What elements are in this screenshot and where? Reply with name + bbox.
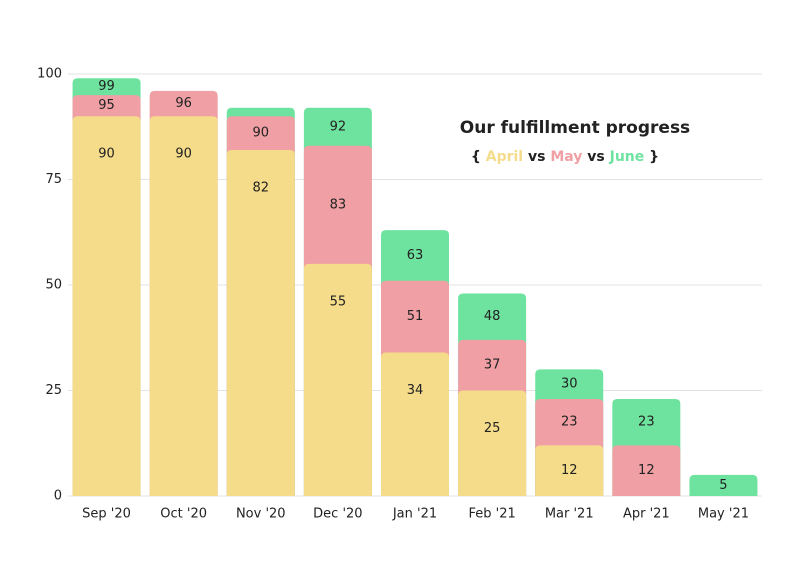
x-tick-label: Jan '21 bbox=[392, 507, 437, 522]
chart-title: Our fulfillment progress bbox=[460, 118, 690, 138]
legend-sep: vs bbox=[528, 149, 545, 165]
data-label: 55 bbox=[330, 294, 347, 309]
y-tick-label: 75 bbox=[45, 172, 62, 187]
legend-brace: { bbox=[471, 149, 481, 165]
data-label: 51 bbox=[407, 309, 424, 324]
bar bbox=[458, 390, 527, 496]
data-label: 90 bbox=[253, 126, 270, 141]
y-tick-label: 100 bbox=[37, 67, 62, 82]
data-label: 23 bbox=[561, 415, 578, 430]
data-label: 12 bbox=[561, 463, 578, 478]
data-label: 30 bbox=[561, 377, 578, 392]
data-label: 82 bbox=[253, 180, 270, 195]
legend-brace: } bbox=[649, 149, 659, 165]
x-tick-label: May '21 bbox=[698, 507, 749, 522]
data-label: 5 bbox=[719, 478, 727, 493]
y-tick-label: 50 bbox=[45, 278, 62, 293]
legend-entry: June bbox=[609, 149, 645, 165]
data-label: 48 bbox=[484, 309, 501, 324]
data-label: 12 bbox=[638, 463, 655, 478]
y-tick-label: 0 bbox=[54, 489, 62, 504]
legend: { April vs May vs June } bbox=[471, 149, 659, 165]
bar bbox=[303, 263, 372, 496]
data-label: 92 bbox=[330, 119, 347, 134]
data-label: 34 bbox=[407, 383, 424, 398]
x-tick-label: Oct '20 bbox=[160, 507, 207, 522]
data-label: 37 bbox=[484, 358, 501, 373]
data-label: 23 bbox=[638, 415, 655, 430]
legend-entry: April bbox=[486, 149, 523, 165]
x-tick-label: Sep '20 bbox=[82, 507, 131, 522]
data-label: 99 bbox=[98, 79, 115, 94]
x-tick-label: Dec '20 bbox=[313, 507, 362, 522]
data-label: 95 bbox=[98, 98, 115, 113]
x-tick-label: Mar '21 bbox=[545, 507, 594, 522]
y-tick-label: 25 bbox=[45, 383, 62, 398]
data-label: 83 bbox=[330, 197, 347, 212]
bar bbox=[381, 352, 449, 496]
x-tick-label: Feb '21 bbox=[468, 507, 515, 522]
bar bbox=[689, 474, 758, 496]
bar bbox=[72, 116, 141, 496]
data-label: 25 bbox=[484, 421, 501, 436]
bar bbox=[535, 445, 604, 496]
bar bbox=[612, 445, 681, 496]
bar bbox=[149, 116, 218, 496]
legend-sep: vs bbox=[587, 149, 604, 165]
legend-entry: May bbox=[550, 149, 582, 165]
data-label: 90 bbox=[175, 147, 192, 162]
data-label: 96 bbox=[175, 96, 192, 111]
data-label: 63 bbox=[407, 248, 424, 263]
data-label: 90 bbox=[98, 147, 115, 162]
bar bbox=[226, 149, 295, 496]
x-tick-label: Apr '21 bbox=[623, 507, 670, 522]
x-tick-label: Nov '20 bbox=[236, 507, 286, 522]
